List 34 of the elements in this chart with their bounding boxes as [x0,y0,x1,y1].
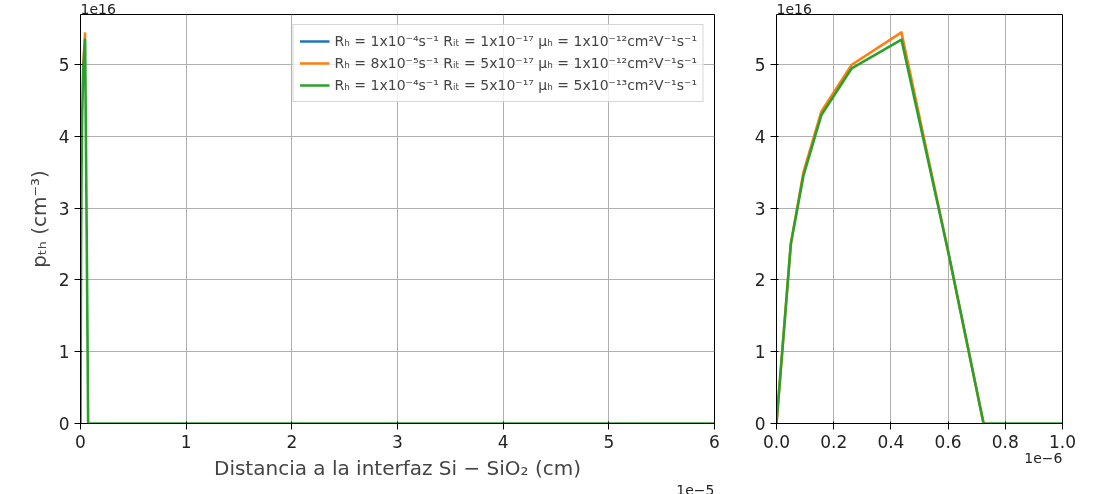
annotation: 1e16 [776,0,812,17]
text: 1e−6 [1024,449,1063,466]
y-tick-label: 5 [754,55,766,76]
legend-label: Rₕ = 1x10⁻⁴s⁻¹ Rᵢₜ = 5x10⁻¹⁷ μₕ = 5x10⁻¹³cm²V⁻¹s⁻¹ [334,77,697,93]
x-axis-title: Distancia a la interfaz Si − SiO₂ (cm) [213,455,582,480]
y-tick-label: 2 [58,270,70,291]
y-axis-title: pₜₕ (cm⁻³) [26,170,51,268]
text: 1e−5 [676,481,715,494]
x-tick-label: 0.0 [762,431,791,452]
x-tick-label: 0.8 [991,431,1019,452]
legend-label: Rₕ = 1x10⁻⁴s⁻¹ Rᵢₜ = 1x10⁻¹⁷ μₕ = 1x10⁻¹²cm²V⁻¹s⁻¹ [334,33,697,49]
y-tick-label: 2 [754,270,766,291]
x-tick-label: 5 [603,431,615,452]
y-tick-label: 5 [58,55,70,76]
x-tick-label: 0 [75,431,86,452]
x-tick-label: 1 [180,431,192,452]
x-tick-label: 6 [709,431,720,452]
x-tick-label: 1.0 [1048,431,1077,452]
y-tick-label: 3 [754,198,766,219]
y-tick-label: 1 [754,342,766,363]
x-tick-label: 0.4 [877,431,905,452]
legend-label: Rₕ = 8x10⁻⁵s⁻¹ Rᵢₜ = 5x10⁻¹⁷ μₕ = 1x10⁻¹²cm²V⁻¹s⁻¹ [334,55,697,71]
y-tick-label: 0 [754,414,766,434]
x-tick-label: 0.6 [934,431,962,452]
y-tick-label: 1 [58,342,70,363]
x-tick-label: 4 [497,431,509,452]
annotation: 1e16 [80,0,116,17]
x-tick-label: 0.2 [820,431,848,452]
y-tick-label: 4 [58,126,70,147]
y-tick-label: 4 [754,126,766,147]
x-tick-label: 2 [286,431,298,452]
y-tick-label: 3 [58,198,70,219]
x-tick-label: 3 [392,431,403,452]
y-tick-label: 0 [58,414,70,434]
